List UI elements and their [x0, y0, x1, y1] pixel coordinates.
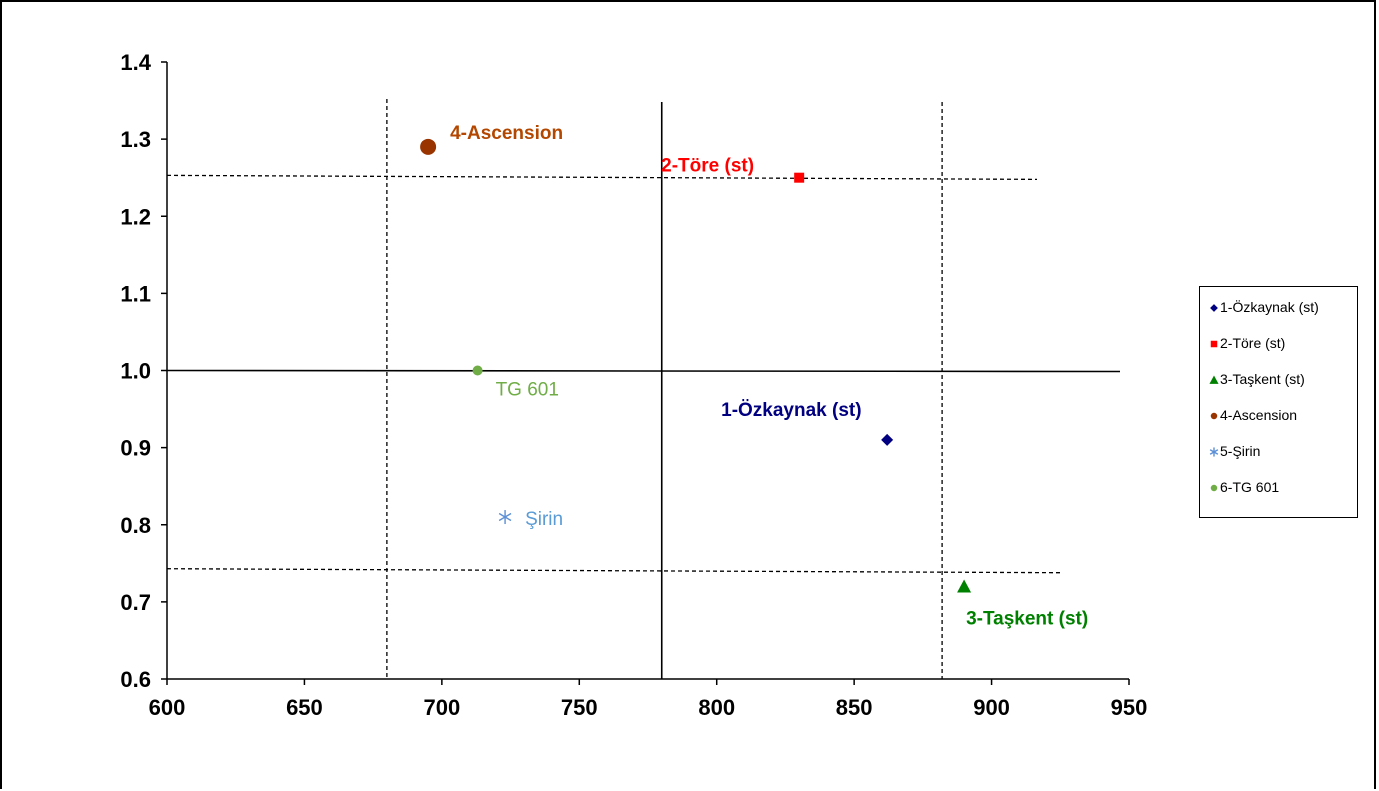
data-point — [498, 510, 512, 525]
legend-item: 1-Özkaynak (st) — [1208, 299, 1357, 335]
x-tick-label: 650 — [286, 695, 323, 720]
data-label: 1-Özkaynak (st) — [721, 400, 861, 421]
legend: 1-Özkaynak (st) 2-Töre (st) 3-Taşkent (st)… — [1199, 286, 1358, 518]
data-label: 4-Ascension — [450, 123, 563, 144]
legend-label: 1-Özkaynak (st) — [1220, 299, 1319, 315]
dashed-reference-line-horizontal — [166, 174, 1038, 181]
legend-marker-icon — [1210, 412, 1218, 420]
y-tick-label: 1.4 — [120, 50, 151, 75]
legend-label: 6-TG 601 — [1220, 479, 1280, 495]
legend-item: 5-Şirin — [1208, 443, 1357, 479]
y-tick-label: 1.3 — [120, 127, 151, 152]
legend-marker-shape — [1209, 375, 1219, 384]
data-point — [472, 365, 483, 376]
legend-marker-icon — [1210, 484, 1218, 492]
data-point — [957, 579, 972, 593]
data-point — [794, 172, 805, 183]
x-tick-label: 900 — [973, 695, 1010, 720]
point-labels: 1-Özkaynak (st) 2-Töre (st) 3-Taşkent (st)… — [450, 123, 1088, 630]
legend-marker-shape — [1209, 447, 1219, 457]
legend-label: 3-Taşkent (st) — [1220, 371, 1305, 387]
x-tick-label: 700 — [423, 695, 460, 720]
legend-marker-shape — [1210, 412, 1218, 420]
x-tick-label: 950 — [1111, 695, 1148, 720]
reference-lines — [166, 99, 1121, 679]
legend-label: 5-Şirin — [1220, 443, 1261, 459]
x-tick-label: 600 — [149, 695, 186, 720]
legend-marker-icon — [1209, 447, 1219, 457]
solid-reference-line-horizontal — [166, 369, 1121, 373]
x-tick-label: 800 — [698, 695, 735, 720]
y-tick-label: 1.2 — [120, 204, 151, 229]
y-tick-label: 1.1 — [120, 281, 151, 306]
x-tick-label: 750 — [561, 695, 598, 720]
legend-marker-shape — [1210, 304, 1218, 312]
data-label: 3-Taşkent (st) — [966, 608, 1088, 629]
legend-item: 4-Ascension — [1208, 407, 1357, 443]
data-label: 2-Töre (st) — [661, 156, 754, 177]
data-points — [420, 138, 972, 593]
legend-item: 6-TG 601 — [1208, 479, 1357, 515]
legend-label: 2-Töre (st) — [1220, 335, 1286, 351]
dashed-reference-line-horizontal — [166, 568, 1061, 574]
legend-item: 2-Töre (st) — [1208, 335, 1357, 371]
tick-labels: 0.6 0.7 0.8 0.9 1.0 1.1 1.2 1.3 1.4 600 650 700 750 8… — [120, 50, 1147, 720]
legend-item: 3-Taşkent (st) — [1208, 371, 1357, 407]
legend-marker-shape — [1210, 484, 1218, 492]
y-tick-label: 0.8 — [120, 513, 151, 538]
data-point — [420, 138, 437, 155]
legend-label: 4-Ascension — [1220, 407, 1298, 423]
axes — [161, 61, 1130, 685]
y-tick-label: 0.7 — [120, 590, 151, 615]
y-tick-label: 1.0 — [120, 359, 151, 384]
y-tick-label: 0.9 — [120, 436, 151, 461]
legend-marker-icon — [1210, 340, 1218, 348]
data-label: TG 601 — [496, 380, 559, 401]
x-tick-label: 850 — [836, 695, 873, 720]
legend-marker-shape — [1210, 340, 1218, 348]
data-point — [881, 433, 894, 446]
legend-marker-icon — [1210, 304, 1218, 312]
data-label: Şirin — [525, 509, 563, 530]
y-tick-label: 0.6 — [120, 667, 151, 692]
legend-marker-icon — [1209, 375, 1219, 384]
